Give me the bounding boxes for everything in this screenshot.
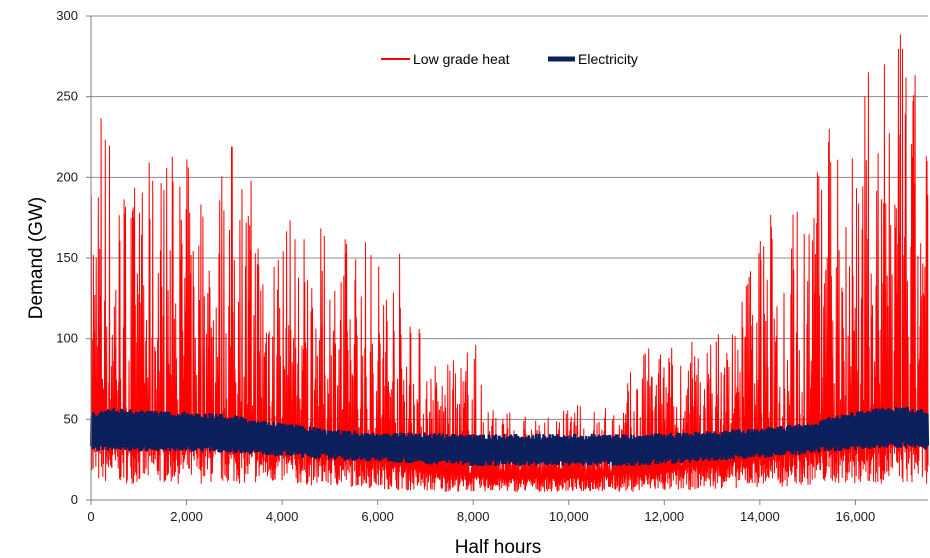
plot-area (89, 34, 930, 492)
x-tick-label: 14,000 (740, 509, 780, 524)
axes: 0 50 100 150 200 250 300 0 2,000 4,000 6,000 8,000 1… (56, 8, 928, 524)
legend: Low grade heat Electricity (381, 51, 638, 67)
legend-label-low-grade-heat: Low grade heat (413, 51, 510, 67)
y-tick-label: 250 (56, 89, 78, 104)
x-tick-label: 10,000 (549, 509, 589, 524)
x-tick-label: 6,000 (361, 509, 394, 524)
y-tick-label: 150 (56, 250, 78, 265)
x-tick-label: 0 (87, 509, 94, 524)
x-tick-label: 8,000 (457, 509, 490, 524)
x-tick-label: 4,000 (266, 509, 299, 524)
y-tick-label: 100 (56, 331, 78, 346)
series-line-low-grade-heat (90, 34, 929, 492)
x-axis-title: Half hours (455, 537, 542, 558)
y-tick-label: 300 (56, 8, 78, 23)
legend-label-electricity: Electricity (578, 51, 638, 67)
x-tick-label: 12,000 (644, 509, 684, 524)
series-line-electricity (89, 406, 930, 467)
y-tick-label: 200 (56, 169, 78, 184)
x-tick-label: 16,000 (836, 509, 876, 524)
x-tick-label: 2,000 (170, 509, 203, 524)
y-tick-label: 0 (71, 492, 78, 507)
y-axis-title: Demand (GW) (26, 197, 47, 319)
y-tick-label: 50 (64, 411, 78, 426)
